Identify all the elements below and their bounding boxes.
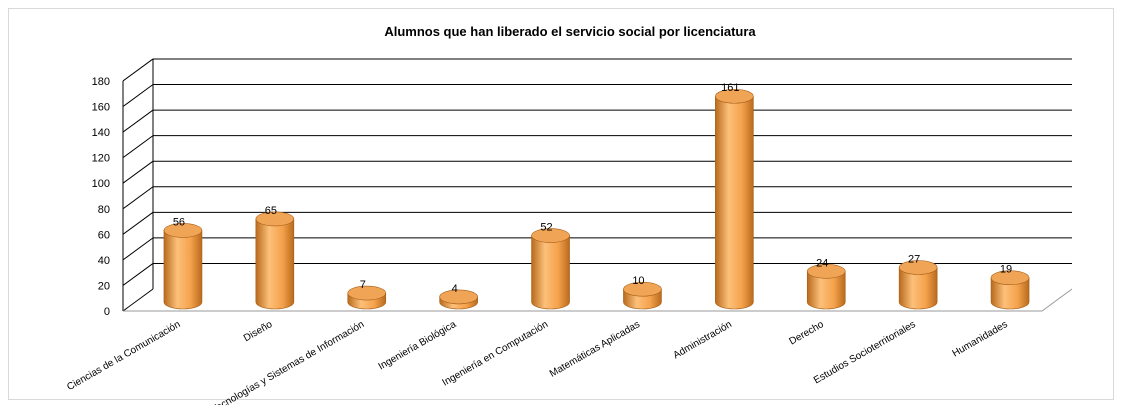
bar-top [806,264,846,279]
data-label: 56 [173,216,185,228]
data-label: 10 [632,275,644,287]
bar [623,281,662,310]
bar-top [990,270,1030,286]
chart-frame [8,8,1114,400]
chart-title: Alumnos que han liberado el servicio soc… [384,24,756,39]
y-axis-ticks: 0 20 40 60 80 100 120 140 160 180 [92,76,110,318]
bar-body [806,271,846,310]
gridline-diagonal [122,109,154,133]
y-tick-label: 160 [92,102,110,114]
data-label: 65 [265,205,277,217]
bar-top [898,260,938,275]
x-tick-label: Ciencias de la Comunicación [65,319,182,393]
gridline-diagonal [122,135,154,159]
gridline-diagonal [122,288,154,312]
gridline-diagonal [122,263,154,286]
gridline-diagonal [122,237,154,261]
x-tick-label: Matemáticas Aplicadas [548,319,642,380]
data-label: 27 [908,253,920,265]
x-tick-label: Tecnologías y Sistemas de Información [210,319,366,405]
bar [898,260,938,310]
bar-body [255,218,295,310]
x-tick-label: Ingeniería Biológica [377,319,459,373]
bar-body [531,235,570,310]
x-tick-label: Derecho [788,319,827,348]
bar [531,228,570,310]
x-axis-labels: Ciencias de la Comunicación DiseñoTecnolo… [65,319,1009,405]
bar-body [898,267,938,310]
bar [163,223,203,310]
x-tick-label: Estudios Socioterritoriales [812,319,918,386]
data-label: 19 [1000,264,1012,276]
y-tick-label: 80 [98,204,110,216]
y-tick-label: 120 [92,153,110,165]
bar [806,264,846,310]
bar-top [623,281,662,297]
gridline-diagonal [122,160,154,184]
y-tick-label: 100 [92,178,110,190]
x-tick-label: Diseño [242,319,275,344]
bar-top [163,223,203,238]
bar [347,285,387,310]
bar-top [715,88,754,104]
bar [715,88,754,310]
gridline-diagonal [122,84,154,107]
x-tick-label: Ingeniería en Computación [441,319,550,389]
bar [255,211,295,310]
bar-body [990,277,1030,310]
x-tick-label: Humanidades [951,319,1010,359]
data-label: 52 [540,222,552,234]
y-tick-label: 140 [92,127,110,139]
gridline-diagonal [122,211,154,235]
data-label: 161 [721,82,739,94]
gridline-diagonal [122,186,154,210]
bar-body [715,95,754,310]
bar-body [163,230,203,310]
data-label: 24 [816,257,828,269]
y-tick-label: 40 [98,255,110,267]
y-tick-label: 180 [92,76,110,88]
data-label: 4 [452,283,458,295]
gridlines [122,58,1073,312]
gridline-diagonal [122,58,154,82]
y-tick-label: 20 [98,280,110,292]
bar [439,289,478,310]
bar-top [439,289,478,305]
x-tick-label: Administración [672,319,734,361]
y-tick-label: 0 [104,306,110,318]
bar [990,270,1030,310]
bar-top [531,228,570,243]
bar-top [347,285,387,301]
y-tick-label: 60 [98,229,110,241]
data-label: 7 [360,279,366,291]
floor-edge [123,288,1073,312]
bar-top [255,211,295,227]
